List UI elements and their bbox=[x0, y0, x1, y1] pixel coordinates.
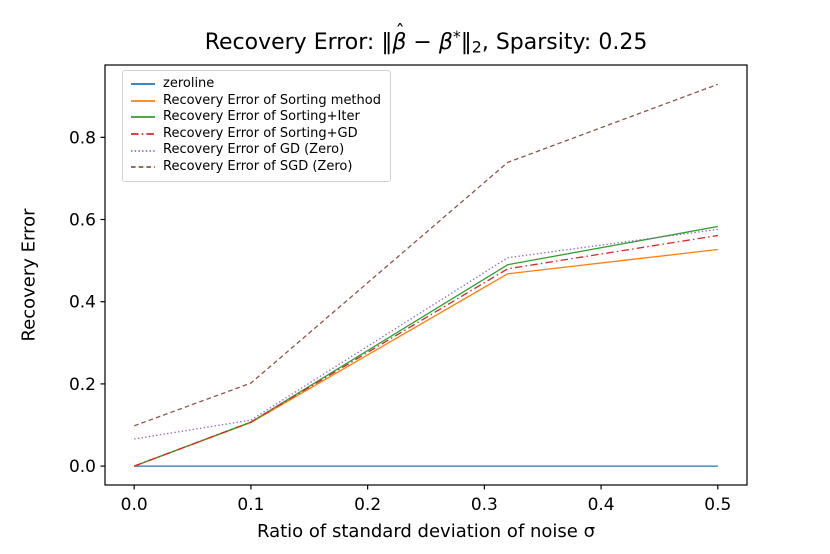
x-axis-label: Ratio of standard deviation of noise σ bbox=[256, 521, 596, 542]
y-tick-label: 0.4 bbox=[69, 293, 96, 313]
legend-label: Recovery Error of Sorting+GD bbox=[163, 125, 358, 141]
norm-open: ‖ bbox=[381, 30, 393, 56]
axes-spines bbox=[104, 64, 748, 486]
legend-line-sample bbox=[131, 133, 155, 135]
legend-item-1: Recovery Error of Sorting method bbox=[130, 93, 381, 110]
title-suffix: , Sparsity: 0.25 bbox=[481, 30, 648, 56]
y-tick-label: 0.0 bbox=[69, 457, 96, 477]
legend-label: Recovery Error of Sorting+Iter bbox=[163, 109, 360, 125]
legend-label: Recovery Error of GD (Zero) bbox=[163, 142, 345, 158]
title-text: Recovery Error: bbox=[204, 30, 382, 56]
series-line-4 bbox=[134, 228, 718, 440]
x-tick-label: 0.3 bbox=[471, 495, 498, 515]
legend-item-0: zeroline bbox=[130, 76, 381, 93]
y-tick-label: 0.8 bbox=[69, 128, 96, 148]
minus-sign: − bbox=[406, 30, 439, 56]
star-superscript: * bbox=[452, 27, 461, 46]
x-tick-label: 0.2 bbox=[354, 495, 381, 515]
chart-title: Recovery Error: ‖β ˆ − β*‖2, Sparsity: 0.… bbox=[105, 22, 747, 57]
legend-item-5: Recovery Error of SGD (Zero) bbox=[130, 159, 381, 176]
series-line-5 bbox=[133, 83, 719, 427]
legend-line-sample bbox=[131, 166, 155, 169]
series-line-2 bbox=[133, 225, 718, 467]
beta-star-base: β bbox=[438, 30, 453, 56]
legend-line-sample bbox=[131, 149, 155, 152]
x-tick-label: 0.1 bbox=[237, 495, 264, 515]
legend-item-2: Recovery Error of Sorting+Iter bbox=[130, 109, 381, 126]
x-tick-label: 0.4 bbox=[588, 495, 615, 515]
hat-accent: ˆ bbox=[395, 22, 405, 44]
y-tick-label: 0.6 bbox=[69, 211, 96, 231]
legend-label: Recovery Error of Sorting method bbox=[163, 92, 381, 108]
norm-close: ‖ bbox=[460, 30, 472, 56]
x-tick-label: 0.0 bbox=[121, 495, 148, 515]
legend-line-sample bbox=[131, 116, 155, 119]
x-tick-label: 0.5 bbox=[704, 495, 731, 515]
series-line-3 bbox=[133, 234, 718, 467]
norm-subscript: 2 bbox=[471, 37, 482, 57]
legend-label: zeroline bbox=[163, 76, 215, 91]
legend: zeroline Recovery Error of Sorting method… bbox=[122, 70, 391, 182]
legend-line-sample bbox=[131, 100, 155, 102]
legend-line-sample bbox=[131, 83, 155, 86]
legend-label: Recovery Error of SGD (Zero) bbox=[163, 158, 353, 174]
y-tick-label: 0.2 bbox=[69, 375, 96, 395]
legend-item-3: Recovery Error of Sorting+GD bbox=[130, 126, 381, 143]
legend-item-4: Recovery Error of GD (Zero) bbox=[130, 142, 381, 159]
